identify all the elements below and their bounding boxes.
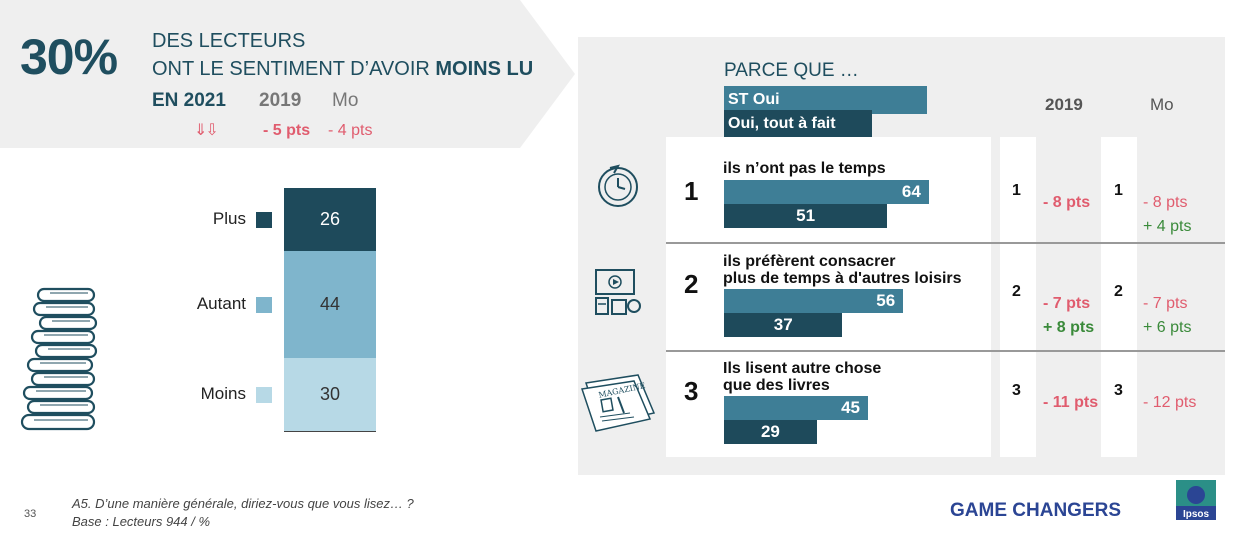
rank-mo: 1 (1114, 182, 1123, 199)
column-header-2019: 2019 (1045, 95, 1083, 114)
down-arrows-icon: ⇓⇩ (194, 122, 219, 139)
rank-2019: 2 (1012, 283, 1021, 300)
brand-tagline: GAME CHANGERS (950, 500, 1122, 521)
stack-legend-square (256, 211, 272, 228)
stack-axis-line (284, 431, 376, 432)
stack-segment: 30 (284, 358, 376, 431)
stack-segment: 26 (284, 188, 376, 251)
stack-segment: 44 (284, 251, 376, 358)
headline-col-mo: Mo (332, 90, 359, 111)
delta-mo-primary: - 7 pts (1143, 295, 1188, 312)
bar-tout-a-fait: 37 (724, 313, 843, 337)
rank-mo: 2 (1114, 283, 1123, 300)
headline-col-2019: 2019 (259, 90, 302, 111)
headline-delta-mo: - 4 pts (328, 122, 373, 139)
page-number: 33 (24, 508, 37, 520)
delta-2019-secondary: + 8 pts (1043, 319, 1095, 336)
ipsos-logo: Ipsos (1176, 480, 1216, 520)
survey-question: A5. D’une manière générale, diriez-vous … (72, 496, 414, 511)
reason-label: plus de temps à d'autres loisirs (723, 270, 962, 287)
headline-year: EN 2021 (152, 90, 226, 111)
stack-segment-label: Autant (196, 293, 246, 313)
headline-line-2: ONT LE SENTIMENT D’AVOIR MOINS LU (152, 58, 534, 80)
bar-tout-a-fait: 51 (724, 204, 888, 228)
delta-mo-secondary: + 6 pts (1143, 319, 1192, 336)
stack-segment-label: Moins (200, 383, 246, 403)
bar-st-oui: 56 (724, 289, 904, 313)
column-header-mo: Mo (1150, 95, 1174, 114)
rank-mo: 3 (1114, 382, 1123, 399)
delta-2019-primary: - 11 pts (1043, 394, 1099, 411)
delta-mo-secondary: + 4 pts (1143, 218, 1192, 235)
survey-base: Base : Lecteurs 944 / % (72, 514, 211, 529)
ipsos-logo-text: Ipsos (1183, 509, 1210, 520)
headline-delta-2019: - 5 pts (263, 122, 311, 139)
row-separator (666, 242, 1225, 244)
magazine-icon: MAGAZINE (581, 374, 656, 432)
bar-tout-a-fait: 29 (724, 420, 817, 444)
reason-label: ils n’ont pas le temps (723, 160, 886, 177)
legend-st-oui: ST Oui (724, 86, 927, 114)
delta-mo-primary: - 8 pts (1143, 194, 1188, 211)
rank-2019: 3 (1012, 382, 1021, 399)
clock-icon (598, 164, 638, 207)
books-stack-icon (20, 287, 98, 431)
reason-label: Ils lisent autre chose (723, 360, 882, 377)
rank-2019-column (1000, 137, 1036, 457)
bar-st-oui: 64 (724, 180, 929, 204)
reason-number: 1 (684, 176, 699, 206)
reason-label: que des livres (723, 377, 830, 394)
delta-2019-primary: - 7 pts (1043, 295, 1091, 312)
delta-mo-primary: - 12 pts (1143, 394, 1197, 411)
rank-2019: 1 (1012, 182, 1021, 199)
row-separator (666, 350, 1225, 352)
reason-number: 3 (684, 376, 699, 406)
rank-mo-column (1101, 137, 1137, 457)
headline-line-1: DES LECTEURS (152, 30, 306, 52)
bar-st-oui: 45 (724, 396, 868, 420)
stack-segment-label: Plus (212, 208, 246, 228)
reason-label: ils préfèrent consacrer (723, 253, 896, 270)
header-arrow-band (0, 0, 575, 148)
reasons-title: PARCE QUE … (724, 60, 859, 81)
leisure-icon (595, 269, 641, 315)
reason-number: 2 (684, 269, 699, 299)
headline-percentage: 30% (20, 29, 118, 85)
delta-2019-primary: - 8 pts (1043, 194, 1091, 211)
stack-legend-square (256, 296, 272, 313)
legend-tout-a-fait: Oui, tout à fait (724, 110, 872, 138)
stack-legend-square (256, 386, 272, 403)
